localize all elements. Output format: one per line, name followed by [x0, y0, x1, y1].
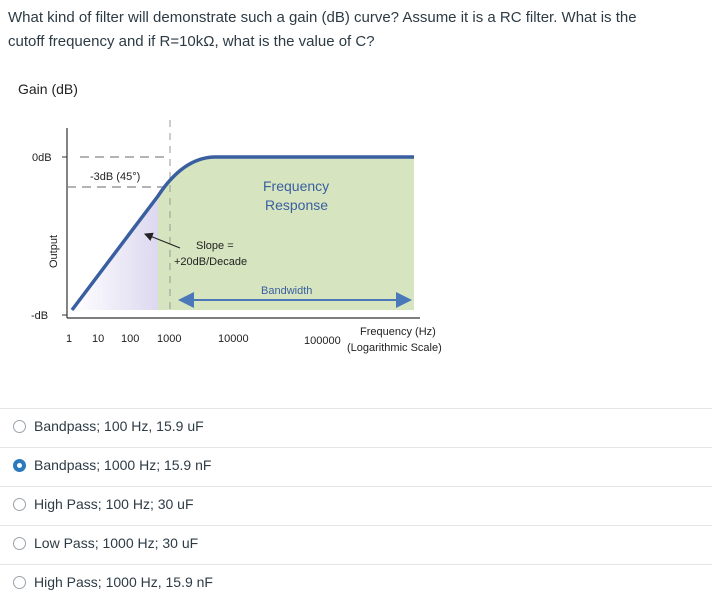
gain-curve-svg: Gain (dB) 0dB -dB Output -3dB (45°) Slop…	[18, 81, 442, 354]
x-axis-label-2: (Logarithmic Scale)	[347, 342, 442, 354]
option-2[interactable]: Bandpass; 1000 Hz; 15.9 nF	[0, 447, 712, 486]
x-tick-100: 100	[121, 333, 139, 345]
answer-options: Bandpass; 100 Hz, 15.9 uF Bandpass; 1000…	[0, 408, 712, 603]
radio-button[interactable]	[13, 537, 26, 550]
x-axis-label-1: Frequency (Hz)	[360, 326, 436, 338]
radio-button[interactable]	[13, 576, 26, 589]
freq-response-label-2: Response	[265, 197, 328, 213]
freq-response-label-1: Frequency	[263, 178, 329, 194]
gain-label: Gain (dB)	[18, 81, 78, 97]
question-line-1: What kind of filter will demonstrate suc…	[8, 9, 637, 26]
option-label[interactable]: Bandpass; 1000 Hz; 15.9 nF	[34, 457, 212, 473]
radio-button-selected[interactable]	[13, 459, 26, 472]
radio-button[interactable]	[13, 420, 26, 433]
option-label[interactable]: Low Pass; 1000 Hz; 30 uF	[34, 535, 199, 551]
x-tick-10: 10	[92, 333, 104, 345]
x-tick-1: 1	[66, 333, 72, 345]
option-4[interactable]: Low Pass; 1000 Hz; 30 uF	[0, 525, 712, 564]
slope-arrow	[143, 232, 181, 249]
option-1[interactable]: Bandpass; 100 Hz, 15.9 uF	[0, 408, 712, 447]
x-tick-10000: 10000	[218, 333, 249, 345]
y-axis-label: Output	[48, 235, 60, 268]
y-tick-label-neg: -dB	[31, 310, 48, 322]
option-label[interactable]: High Pass; 1000 Hz, 15.9 nF	[34, 574, 213, 590]
question-text: What kind of filter will demonstrate suc…	[8, 6, 708, 54]
annotation-3db: -3dB (45°)	[90, 171, 140, 183]
slope-label-2: +20dB/Decade	[174, 256, 247, 268]
option-5[interactable]: High Pass; 1000 Hz, 15.9 nF	[0, 564, 712, 603]
slope-label-1: Slope =	[196, 240, 234, 252]
x-tick-100000: 100000	[304, 335, 341, 347]
radio-button[interactable]	[13, 498, 26, 511]
passband-fill	[158, 157, 414, 310]
x-tick-1000: 1000	[157, 333, 181, 345]
y-tick-label-0db: 0dB	[32, 152, 52, 164]
gain-curve-figure: Gain (dB) 0dB -dB Output -3dB (45°) Slop…	[0, 70, 480, 370]
question-line-2: cutoff frequency and if R=10kΩ, what is …	[8, 33, 375, 50]
option-3[interactable]: High Pass; 100 Hz; 30 uF	[0, 486, 712, 525]
gain-curve	[70, 155, 414, 312]
option-label[interactable]: Bandpass; 100 Hz, 15.9 uF	[34, 418, 204, 434]
bandwidth-label: Bandwidth	[261, 285, 312, 297]
option-label[interactable]: High Pass; 100 Hz; 30 uF	[34, 496, 194, 512]
